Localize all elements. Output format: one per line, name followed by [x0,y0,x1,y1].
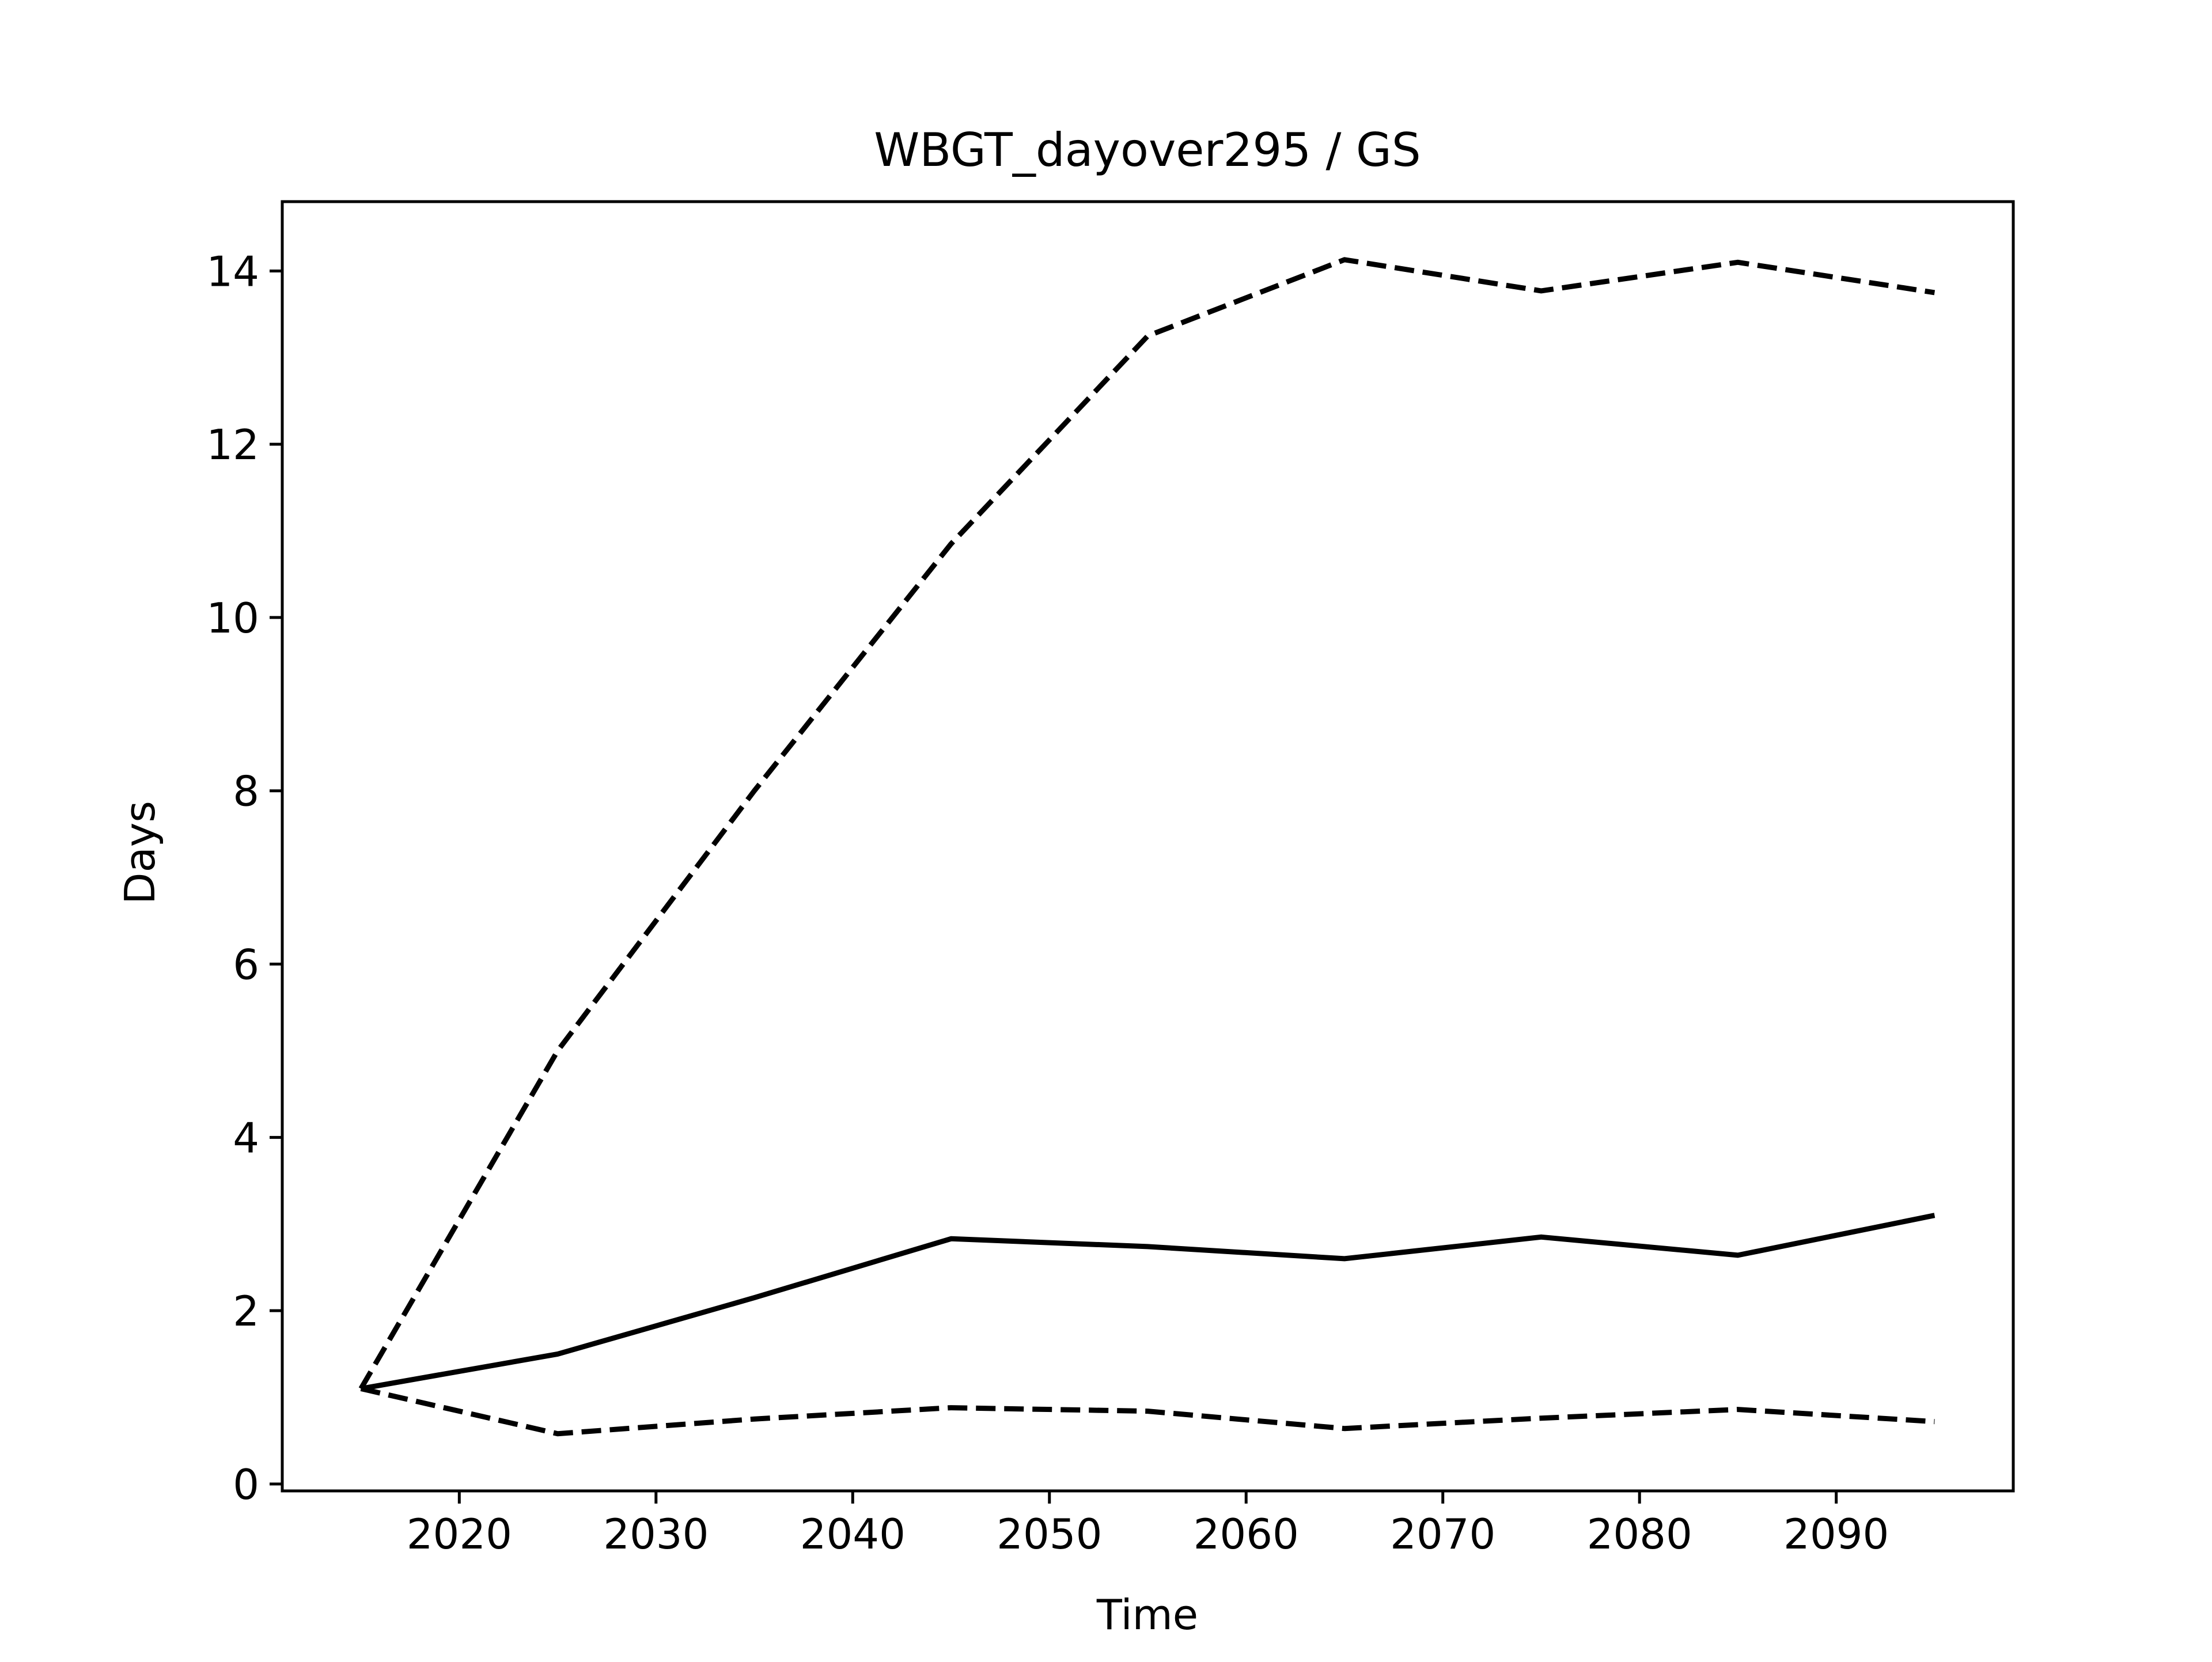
y-tick-label: 2 [233,1287,259,1335]
y-axis-label: Days [116,801,164,904]
y-tick-label: 14 [206,247,259,296]
x-axis-label: Time [1096,1591,1198,1639]
chart-title: WBGT_dayover295 / GS [874,123,1421,177]
x-tick-label: 2080 [1587,1510,1692,1558]
y-tick-label: 10 [206,594,259,642]
x-tick-label: 2050 [997,1510,1102,1558]
y-tick-label: 0 [233,1460,259,1509]
plot-lines [358,257,1936,1437]
y-tick-label: 6 [233,941,259,989]
x-tick-label: 2060 [1194,1510,1299,1558]
y-tick-label: 12 [206,421,259,469]
dashed-series-line-2 [360,1386,1935,1437]
y-tick-label: 8 [233,767,259,816]
x-tick-label: 2090 [1783,1510,1889,1558]
y-tick-label: 4 [233,1114,259,1162]
solid-series-line-0 [360,1213,1936,1391]
axis-ticks: 2020 2030 2040 2050 2060 2070 2080 2090 0 2 4 6 8 10 1… [206,247,1889,1558]
x-tick-label: 2040 [800,1510,906,1558]
x-tick-label: 2020 [407,1510,512,1558]
x-tick-label: 2070 [1390,1510,1495,1558]
x-tick-label: 2030 [603,1510,709,1558]
plot-frame [281,200,2015,1493]
